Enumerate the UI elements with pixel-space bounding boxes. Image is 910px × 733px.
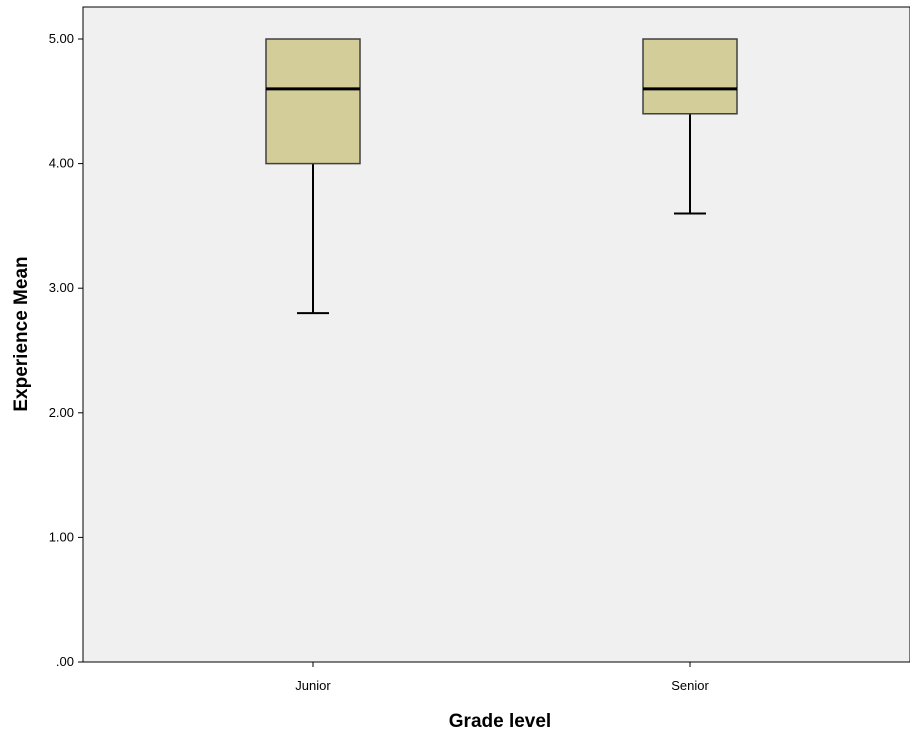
y-tick-label: .00: [56, 654, 74, 669]
x-tick-label: Junior: [295, 678, 331, 693]
y-tick-label: 3.00: [49, 280, 74, 295]
box-iqr: [265, 38, 361, 165]
y-axis-title: Experience Mean: [11, 256, 32, 411]
box-iqr: [642, 38, 738, 115]
box-junior: [265, 38, 361, 315]
plot-area: [82, 6, 910, 663]
box-senior: [642, 38, 738, 215]
y-tick-label: 1.00: [49, 529, 74, 544]
y-tick-label: 5.00: [49, 31, 74, 46]
x-tick-label: Senior: [671, 678, 709, 693]
y-tick-label: 4.00: [49, 156, 74, 171]
x-axis-title: Grade level: [449, 711, 551, 732]
boxes-group: [265, 38, 738, 315]
x-axis: Junior Senior: [295, 662, 709, 693]
y-axis: .00 1.00 2.00 3.00 4.00 5.00: [49, 31, 83, 669]
y-tick-label: 2.00: [49, 405, 74, 420]
